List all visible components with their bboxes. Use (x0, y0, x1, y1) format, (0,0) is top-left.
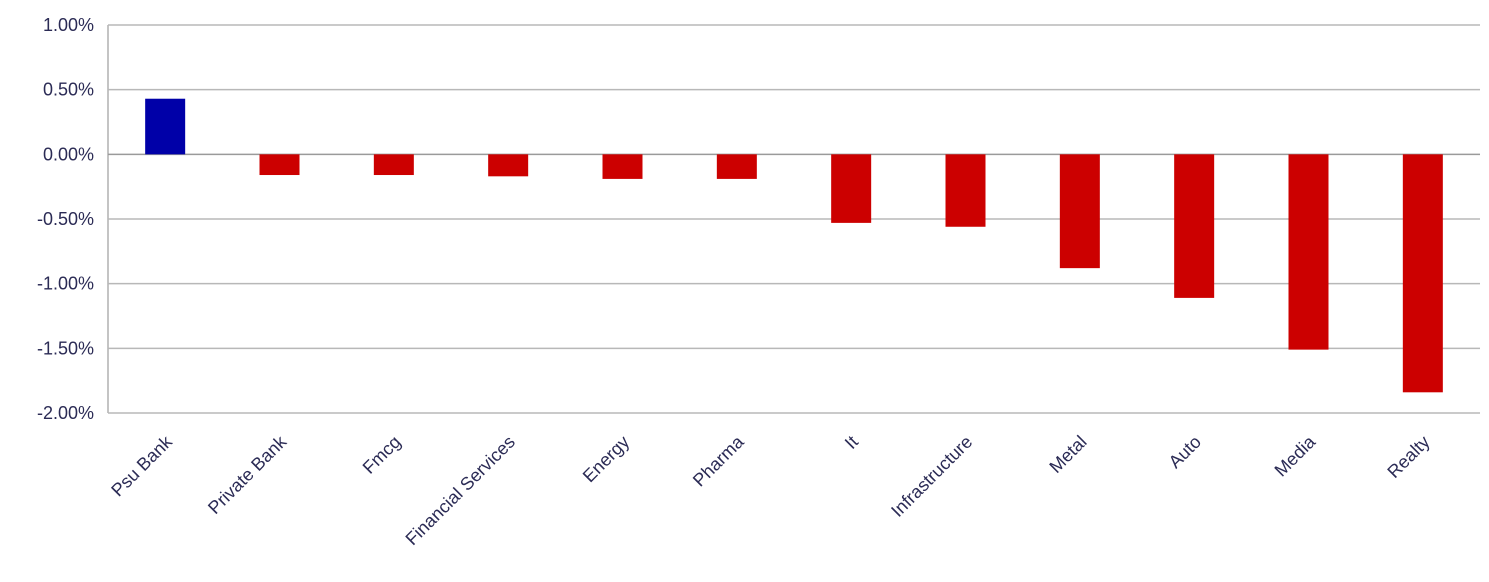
y-axis-tick-labels: 1.00% 0.50% 0.00% -0.50% -1.00% -1.50% -2.00% (37, 15, 94, 423)
bar-fmcg (373, 154, 414, 176)
x-category-label: Auto (1165, 432, 1205, 472)
y-tick-label: 0.50% (43, 80, 94, 100)
x-category-label: Infrastructure (887, 432, 976, 521)
bar-media (1288, 154, 1329, 350)
bar-infrastructure (945, 154, 986, 227)
bar-auto (1174, 154, 1215, 298)
y-tick-label: -0.50% (37, 209, 94, 229)
x-category-label: Energy (579, 432, 633, 486)
bar-private-bank (259, 154, 300, 176)
x-category-label: Financial Services (402, 432, 519, 549)
x-category-label: Fmcg (359, 432, 405, 478)
bar-metal (1059, 154, 1100, 269)
y-tick-label: 0.00% (43, 144, 94, 164)
bar-energy (602, 154, 643, 179)
x-category-label: Psu Bank (107, 431, 176, 500)
bar-financial-services (488, 154, 529, 177)
bars (145, 98, 1443, 393)
y-tick-label: -2.00% (37, 403, 94, 423)
y-tick-label: 1.00% (43, 15, 94, 35)
x-category-label: Metal (1045, 432, 1090, 477)
bar-pharma (716, 154, 757, 179)
x-category-label: Media (1271, 431, 1321, 481)
x-category-label: It (841, 432, 862, 453)
x-category-label: Realty (1383, 432, 1433, 482)
bar-psu-bank (145, 98, 186, 155)
x-category-label: Private Bank (204, 431, 291, 518)
y-tick-label: -1.50% (37, 338, 94, 358)
gridlines (107, 24, 1480, 414)
bar-it (831, 154, 872, 223)
bar-realty (1402, 154, 1443, 393)
y-tick-label: -1.00% (37, 274, 94, 294)
x-category-label: Pharma (689, 431, 748, 490)
